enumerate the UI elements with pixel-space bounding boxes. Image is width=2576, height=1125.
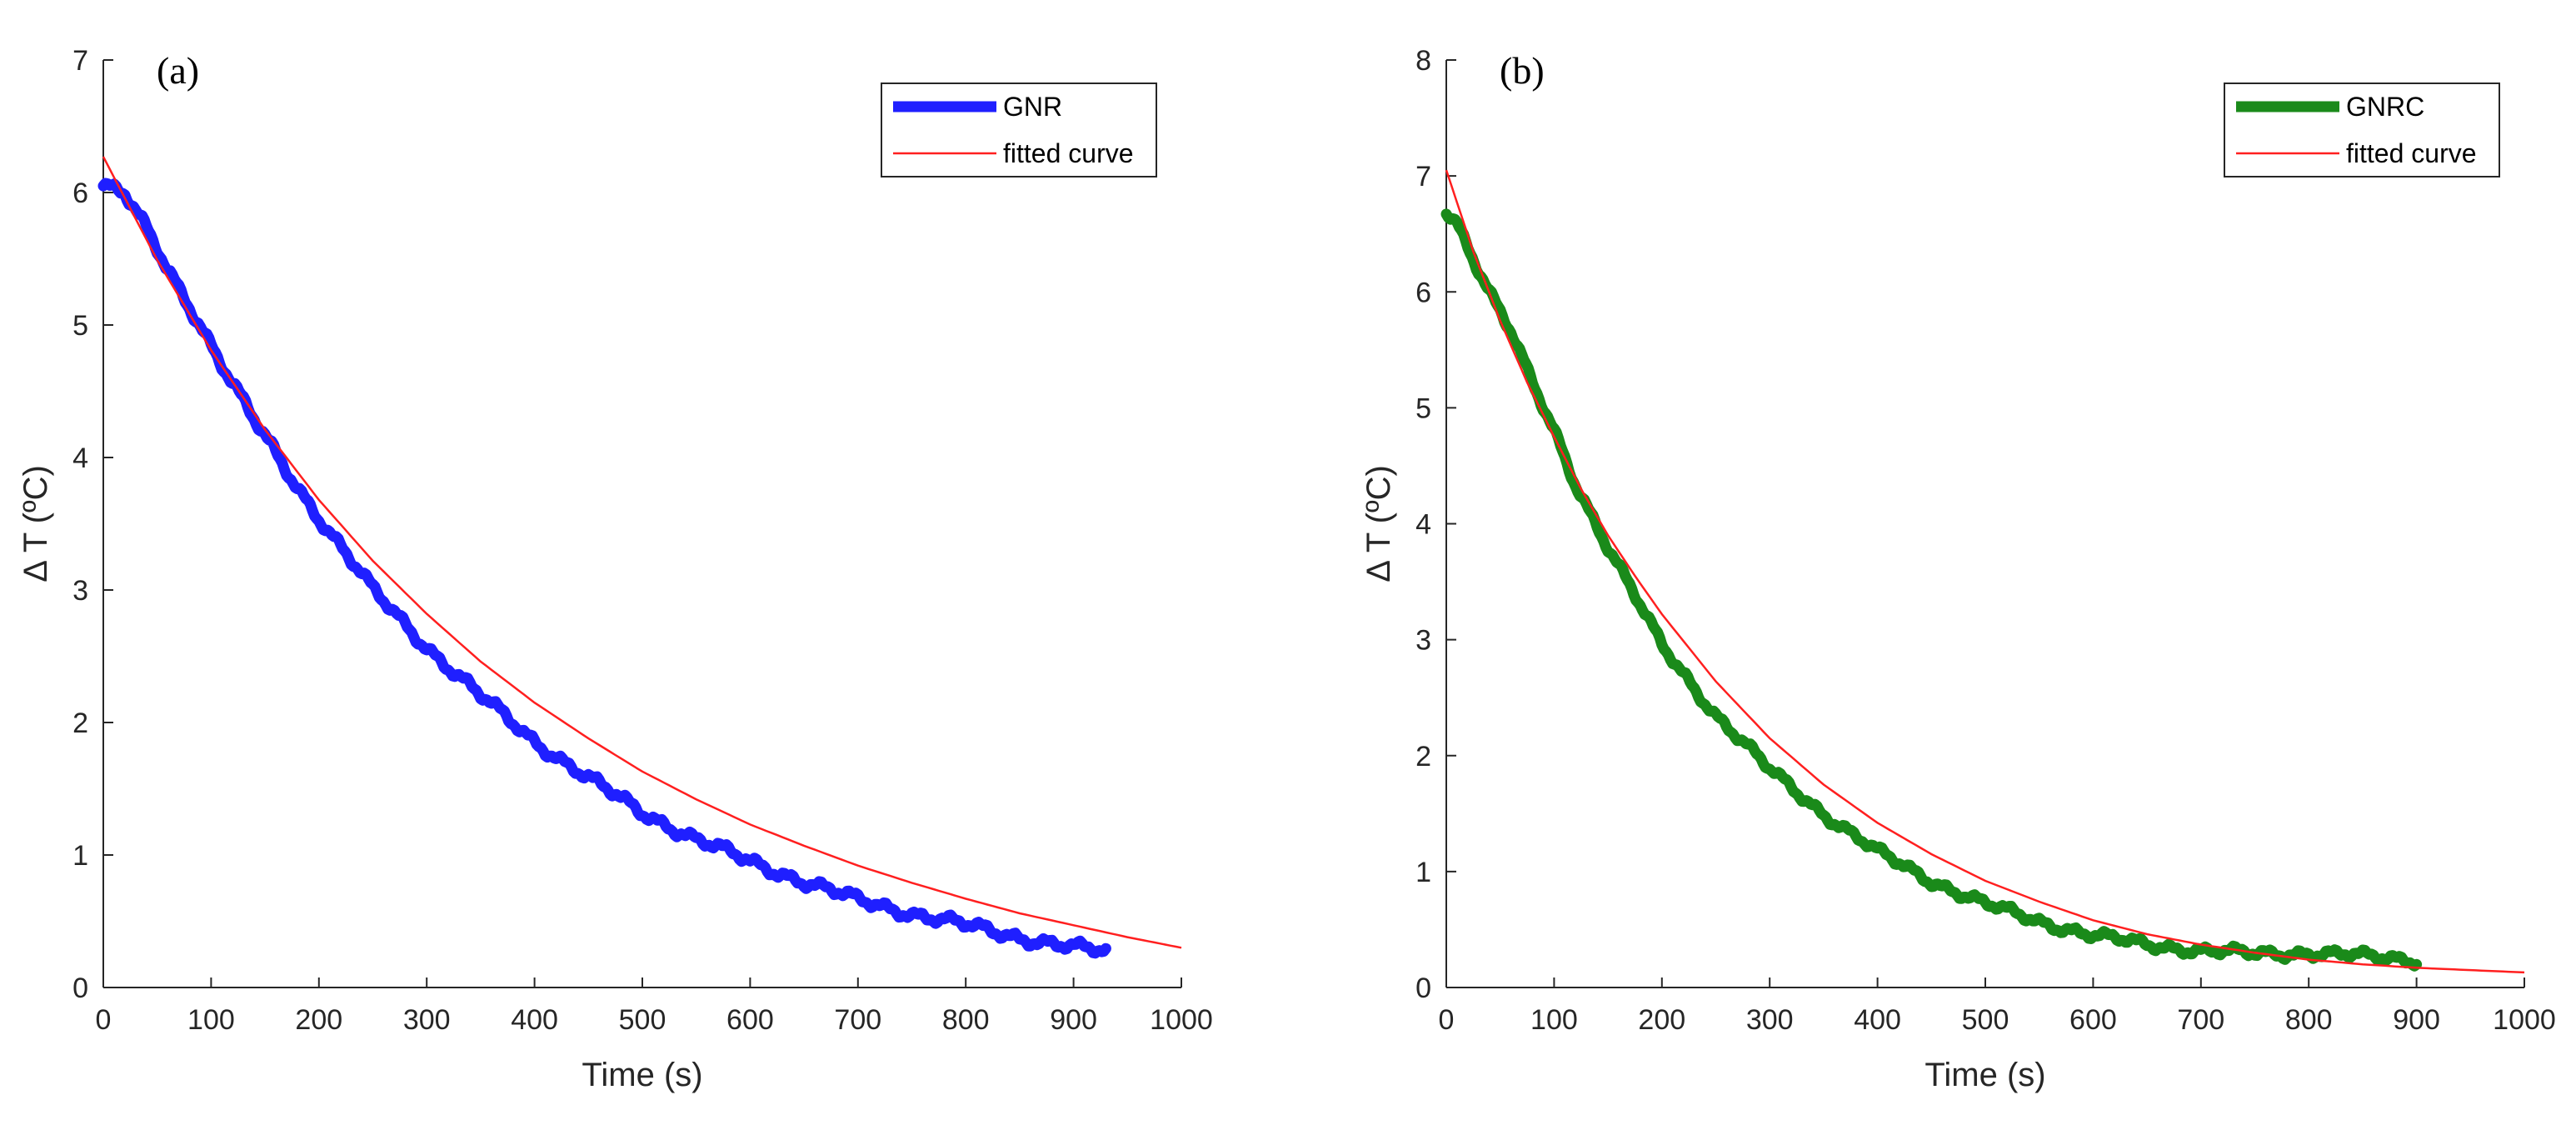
x-tick-label: 300: [1746, 1004, 1794, 1036]
x-tick-label: 900: [1050, 1004, 1097, 1036]
chart-panel-a: 0 100 200 300 400 500 600 700 800 900 1000 0 1 2 3 4 5 6 7…: [17, 45, 1213, 1093]
y-tick-label: 6: [72, 178, 88, 209]
x-tick-label: 500: [619, 1004, 666, 1036]
y-tick-label: 2: [1415, 741, 1431, 772]
x-tick-label: 100: [1530, 1004, 1578, 1036]
x-tick-label: 100: [187, 1004, 235, 1036]
series-line-gnr: [97, 178, 1111, 959]
y-tick-label: 4: [1415, 509, 1431, 541]
series-line-fitted-curve: [102, 156, 1182, 949]
x-tick-label: 200: [295, 1004, 342, 1036]
y-tick-label: 5: [1415, 392, 1431, 424]
series-line-fitted-curve: [1445, 169, 2525, 974]
legend-entry: fitted curve: [2346, 138, 2477, 168]
x-tick-label: 300: [403, 1004, 451, 1036]
legend-entry: GNR: [1003, 92, 1062, 122]
x-tick-label: 400: [511, 1004, 558, 1036]
legend: GNRC fitted curve: [2224, 82, 2500, 178]
y-tick-label: 8: [1415, 45, 1431, 77]
series-line-gnrc: [1440, 208, 2423, 972]
legend-box: [881, 82, 1157, 178]
y-tick-label: 7: [72, 45, 88, 77]
y-tick-label: 6: [1415, 277, 1431, 308]
y-tick-label: 7: [1415, 161, 1431, 192]
legend-entry: GNRC: [2346, 92, 2424, 122]
x-tick-label: 1000: [2493, 1004, 2556, 1036]
x-tick-label: 700: [2177, 1004, 2224, 1036]
x-axis-label: Time (s): [1925, 1057, 2045, 1093]
panel-label: (b): [1500, 49, 1545, 92]
x-tick-label: 500: [1962, 1004, 2009, 1036]
chart-panel-b: 0 100 200 300 400 500 600 700 800 900 1000 0 1 2 3 4 5 6 7…: [1360, 45, 2556, 1093]
x-tick-label: 600: [726, 1004, 774, 1036]
x-tick-label: 1000: [1150, 1004, 1213, 1036]
y-tick-label: 3: [72, 575, 88, 607]
x-tick-label: 0: [1439, 1004, 1455, 1036]
y-tick-label: 1: [72, 840, 88, 872]
y-tick-label: 1: [1415, 857, 1431, 888]
y-axis-label: Δ T (ºC): [1360, 465, 1397, 582]
x-tick-label: 600: [2069, 1004, 2117, 1036]
panel-label: (a): [157, 49, 199, 92]
x-axis-label: Time (s): [582, 1057, 702, 1093]
y-axis-label: Δ T (ºC): [17, 465, 54, 582]
x-tick-label: 400: [1854, 1004, 1901, 1036]
y-tick-label: 5: [72, 310, 88, 342]
y-tick-label: 3: [1415, 625, 1431, 657]
x-tick-label: 800: [2285, 1004, 2333, 1036]
x-tick-label: 0: [96, 1004, 112, 1036]
y-tick-label: 0: [1415, 972, 1431, 1004]
x-tick-label: 200: [1638, 1004, 1685, 1036]
x-tick-label: 800: [942, 1004, 990, 1036]
x-tick-label: 700: [834, 1004, 881, 1036]
y-tick-label: 0: [72, 972, 88, 1004]
legend: GNR fitted curve: [881, 82, 1157, 178]
legend-entry: fitted curve: [1003, 138, 1134, 168]
y-tick-label: 2: [72, 708, 88, 739]
legend-box: [2224, 82, 2500, 178]
x-tick-label: 900: [2393, 1004, 2440, 1036]
y-tick-label: 4: [72, 442, 88, 474]
